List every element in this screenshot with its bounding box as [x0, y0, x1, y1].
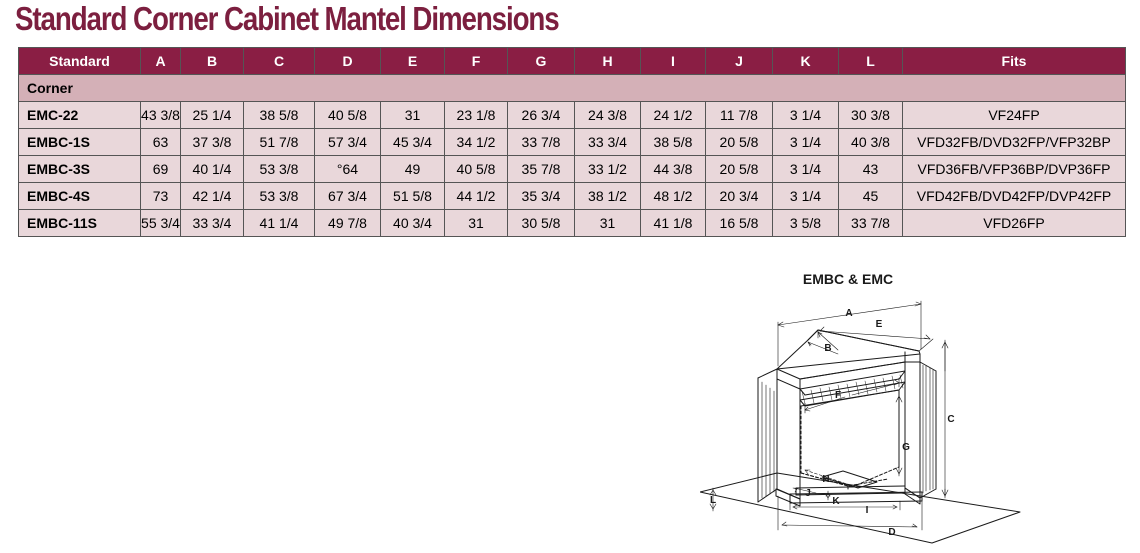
svg-text:I: I: [866, 505, 869, 516]
svg-text:L: L: [710, 495, 716, 506]
svg-text:H: H: [822, 474, 829, 485]
svg-text:G: G: [902, 442, 910, 453]
svg-text:D: D: [888, 527, 895, 538]
svg-text:B: B: [824, 343, 831, 354]
svg-text:J: J: [805, 488, 811, 499]
svg-text:F: F: [835, 390, 841, 401]
svg-text:A: A: [845, 308, 852, 319]
svg-text:E: E: [876, 319, 883, 330]
svg-text:K: K: [832, 496, 840, 507]
svg-text:C: C: [947, 414, 954, 425]
svg-text:EMBC & EMC: EMBC & EMC: [803, 271, 893, 287]
